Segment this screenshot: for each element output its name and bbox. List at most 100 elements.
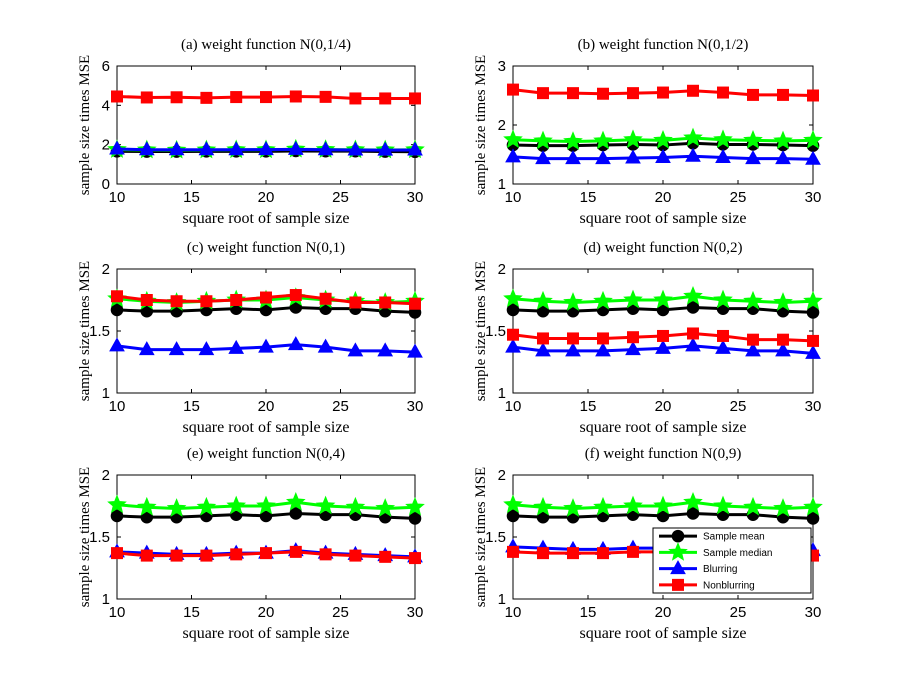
point-b-2-5 xyxy=(655,148,671,163)
point-b-3-2 xyxy=(567,87,579,100)
point-b-1-2 xyxy=(563,131,583,150)
series-group-d xyxy=(503,285,823,359)
point-b-1-10 xyxy=(803,130,823,149)
point-c-2-1 xyxy=(138,341,155,356)
point-f-1-1 xyxy=(533,496,553,516)
point-c-2-8 xyxy=(347,342,364,357)
point-c-3-3 xyxy=(200,295,213,308)
point-e-1-0 xyxy=(107,494,127,514)
point-b-1-7 xyxy=(713,129,733,149)
point-a-2-3 xyxy=(198,141,215,156)
point-a-3-6 xyxy=(289,90,302,103)
x-tick-label-c-2: 20 xyxy=(258,398,275,415)
point-a-3-7 xyxy=(319,90,332,103)
panel-title-b: (b) weight function N(0,1/2) xyxy=(578,37,749,53)
y-tick-label-c-0: 1 xyxy=(102,385,110,402)
x-tick-label-e-2: 20 xyxy=(258,604,275,621)
x-tick-label-b-0: 10 xyxy=(505,189,522,206)
panel-title-c: (c) weight function N(0,1) xyxy=(187,240,345,256)
point-d-1-4 xyxy=(623,289,643,309)
point-d-1-10 xyxy=(803,290,823,310)
x-tick-label-a-0: 10 xyxy=(109,189,126,206)
point-d-2-3 xyxy=(595,342,611,357)
point-c-3-7 xyxy=(319,292,332,305)
point-b-2-10 xyxy=(805,150,821,165)
plot-area-b xyxy=(512,65,814,185)
point-f-3-0 xyxy=(507,545,519,558)
point-c-2-10 xyxy=(407,343,423,358)
point-a-2-9 xyxy=(377,141,394,156)
point-a-3-9 xyxy=(379,92,392,105)
point-a-2-6 xyxy=(287,140,304,155)
point-b-1-1 xyxy=(533,130,553,150)
x-axis-label-b: square root of sample size xyxy=(579,210,746,227)
point-b-3-10 xyxy=(807,89,819,102)
point-a-2-2 xyxy=(168,141,185,156)
point-d-2-2 xyxy=(565,342,581,357)
point-e-3-3 xyxy=(200,549,213,562)
point-d-1-5 xyxy=(653,289,673,309)
point-c-3-1 xyxy=(140,294,153,306)
point-e-1-3 xyxy=(196,496,217,516)
x-axis-label-f: square root of sample size xyxy=(579,625,746,642)
x-tick-label-e-0: 10 xyxy=(109,604,126,621)
x-tick-label-f-0: 10 xyxy=(505,604,522,621)
point-d-3-1 xyxy=(537,332,549,345)
panel-title-a: (a) weight function N(0,1/4) xyxy=(181,37,351,53)
x-tick-label-d-1: 15 xyxy=(580,398,597,415)
series-group-b xyxy=(503,83,823,165)
point-c-3-4 xyxy=(230,294,243,306)
point-d-1-3 xyxy=(593,290,613,310)
y-tick-label-b-0: 1 xyxy=(498,176,506,193)
point-b-3-6 xyxy=(687,84,699,97)
x-tick-label-e-3: 25 xyxy=(332,604,349,621)
point-b-1-3 xyxy=(593,130,613,150)
y-tick-label-d-2: 2 xyxy=(498,261,506,278)
point-c-2-7 xyxy=(317,338,334,353)
point-d-2-6 xyxy=(685,337,701,352)
point-a-2-8 xyxy=(347,141,364,156)
point-e-3-1 xyxy=(140,549,153,562)
y-tick-label-a-2: 4 xyxy=(102,97,110,114)
point-a-3-2 xyxy=(170,91,183,104)
point-f-0-10 xyxy=(806,512,820,525)
point-e-3-4 xyxy=(230,548,243,561)
point-b-1-9 xyxy=(773,130,793,150)
y-axis-label-f: sample size times MSE xyxy=(473,467,489,607)
y-tick-label-f-2: 2 xyxy=(498,467,506,484)
panel-f: 10 15 20 25 30 1 1.5 2 (f) weight function N(0,9… xyxy=(473,446,823,642)
x-tick-label-a-2: 20 xyxy=(258,189,275,206)
point-e-1-10 xyxy=(405,496,425,516)
x-axis-label-d: square root of sample size xyxy=(579,419,746,436)
point-c-0-0 xyxy=(110,303,124,317)
point-b-2-7 xyxy=(715,148,731,163)
point-d-3-6 xyxy=(687,327,699,340)
x-tick-label-b-4: 30 xyxy=(805,189,822,206)
x-axis-label-a: square root of sample size xyxy=(182,210,349,227)
point-e-3-10 xyxy=(409,552,421,565)
point-f-3-3 xyxy=(597,547,609,560)
point-e-1-7 xyxy=(315,495,336,515)
point-e-1-6 xyxy=(285,491,306,511)
point-a-2-5 xyxy=(258,141,274,156)
point-d-2-7 xyxy=(715,339,731,354)
point-d-3-5 xyxy=(657,329,669,342)
point-e-3-9 xyxy=(379,550,392,563)
point-b-2-3 xyxy=(595,150,611,165)
y-axis-label-c: sample size times MSE xyxy=(77,261,93,401)
point-e-3-8 xyxy=(349,549,362,562)
point-b-3-8 xyxy=(747,88,759,101)
panel-e: 10 15 20 25 30 1 1.5 2 (e) weight function N(0,4… xyxy=(77,446,425,642)
x-tick-label-f-1: 15 xyxy=(580,604,597,621)
point-a-3-3 xyxy=(200,91,213,104)
y-tick-label-e-0: 1 xyxy=(102,591,110,608)
y-tick-label-a-0: 0 xyxy=(102,176,110,193)
x-tick-label-d-4: 30 xyxy=(805,398,822,415)
point-c-3-2 xyxy=(170,295,183,308)
point-a-3-10 xyxy=(409,92,421,105)
point-c-3-10 xyxy=(409,297,421,310)
legend: Sample mean Sample median Blurring Nonblurr… xyxy=(652,527,812,594)
legend-marker-3 xyxy=(672,578,684,591)
point-e-0-6 xyxy=(289,507,303,520)
point-d-2-8 xyxy=(745,342,761,357)
